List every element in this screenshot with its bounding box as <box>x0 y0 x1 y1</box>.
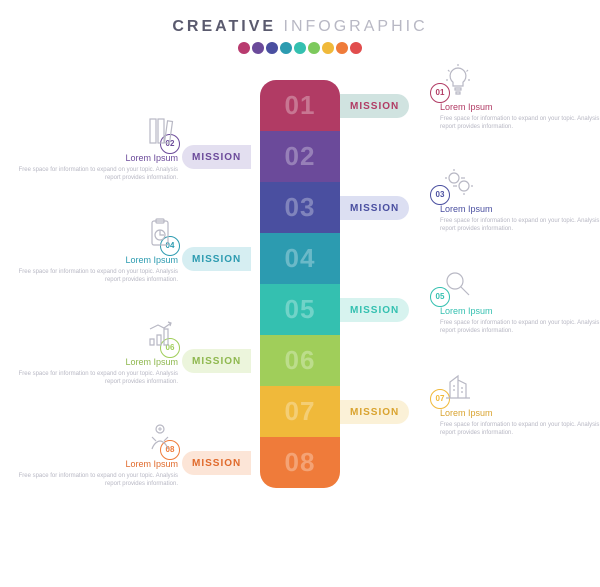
palette-dot <box>238 42 250 54</box>
palette-dot <box>350 42 362 54</box>
page-title: CREATIVE INFOGRAPHIC <box>0 18 600 36</box>
palette-dots <box>0 42 600 54</box>
palette-dot <box>322 42 334 54</box>
palette-dot <box>294 42 306 54</box>
palette-dot <box>252 42 264 54</box>
palette-dot <box>266 42 278 54</box>
palette-dot <box>280 42 292 54</box>
title-light: INFOGRAPHIC <box>284 18 428 35</box>
header: CREATIVE INFOGRAPHIC <box>0 0 600 54</box>
title-bold: CREATIVE <box>172 18 276 35</box>
palette-dot <box>308 42 320 54</box>
palette-dot <box>336 42 348 54</box>
